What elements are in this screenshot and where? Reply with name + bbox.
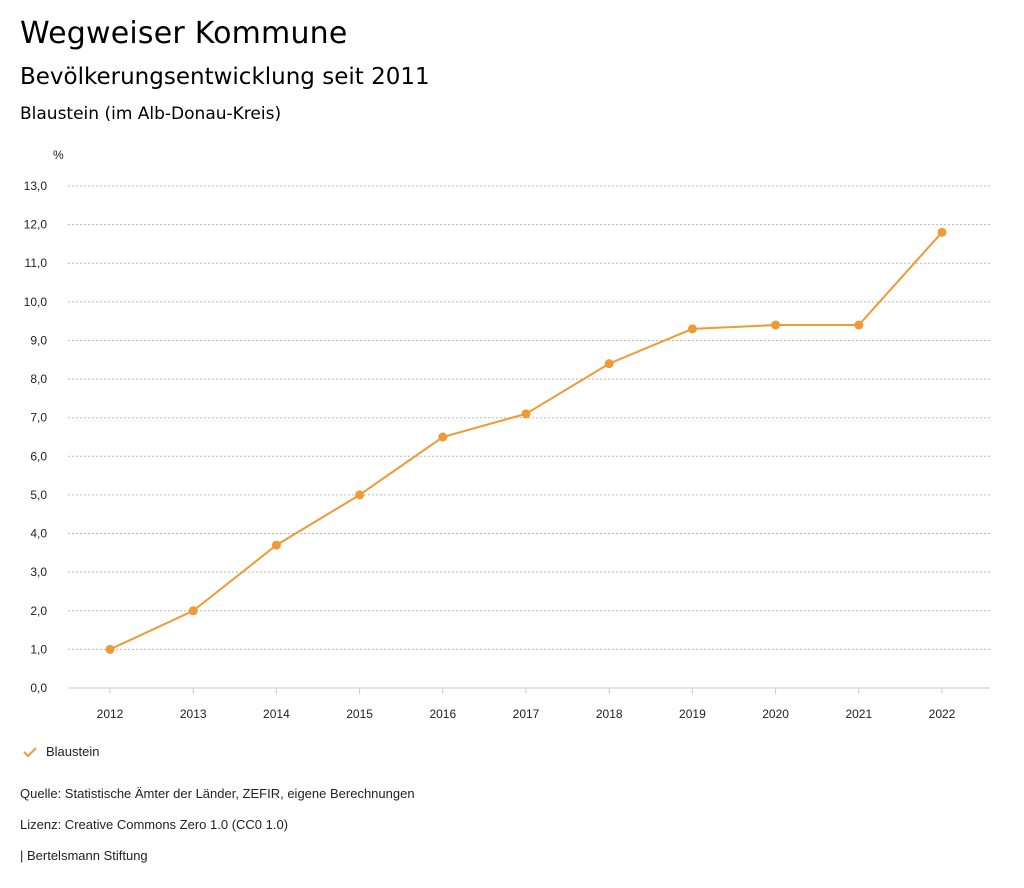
y-tick-label: 6,0	[30, 449, 47, 463]
data-point[interactable]	[105, 644, 115, 654]
y-tick-label: 11,0	[25, 256, 48, 270]
x-axis-ticks: 2012 2013 2014 2015 2016 2017 2018 2019 2020 2021…	[97, 688, 956, 721]
line-chart: 0,0 1,0 2,0 3,0 4,0 5,0 6,0 7,0 8,0 9,0 10,0 11,0 12…	[24, 148, 990, 721]
x-tick-label: 2015	[346, 707, 373, 721]
y-tick-label: 1,0	[30, 642, 47, 656]
x-tick-label: 2016	[429, 707, 456, 721]
y-tick-label: 8,0	[30, 372, 47, 386]
y-tick-label: 12,0	[24, 218, 48, 232]
y-tick-label: 10,0	[24, 295, 48, 309]
y-tick-label: 3,0	[30, 565, 47, 579]
x-tick-label: 2013	[180, 707, 207, 721]
y-tick-label: 0,0	[30, 681, 47, 695]
y-tick-label: 4,0	[30, 527, 47, 541]
y-tick-label: 7,0	[30, 411, 47, 425]
page-title: Wegweiser Kommune	[20, 16, 348, 51]
x-tick-label: 2017	[513, 707, 540, 721]
license-note: Lizenz: Creative Commons Zero 1.0 (CC0 1…	[20, 817, 289, 832]
gridlines	[68, 185, 990, 689]
checkmark-icon	[23, 746, 37, 757]
data-point[interactable]	[854, 320, 864, 330]
data-point[interactable]	[355, 490, 365, 500]
source-note: Quelle: Statistische Ämter der Länder, Z…	[20, 786, 415, 801]
x-tick-label: 2019	[679, 707, 706, 721]
series-blaustein	[105, 227, 947, 654]
x-tick-label: 2012	[97, 707, 124, 721]
y-axis-ticks: 0,0 1,0 2,0 3,0 4,0 5,0 6,0 7,0 8,0 9,0 10,0 11,0 12…	[24, 179, 48, 695]
chart-subtitle: Bevölkerungsentwicklung seit 2011	[20, 64, 430, 90]
y-axis-unit: %	[53, 148, 64, 162]
legend-item-blaustein[interactable]: Blaustein	[22, 744, 99, 759]
x-tick-label: 2018	[596, 707, 623, 721]
data-point[interactable]	[271, 540, 281, 550]
y-tick-label: 9,0	[30, 333, 47, 347]
x-tick-label: 2021	[845, 707, 872, 721]
legend-label: Blaustein	[46, 744, 100, 759]
data-point[interactable]	[188, 606, 198, 616]
series-line	[109, 231, 943, 651]
data-point[interactable]	[604, 359, 614, 369]
publisher-note: | Bertelsmann Stiftung	[20, 848, 148, 863]
data-point[interactable]	[521, 409, 531, 419]
region-label: Blaustein (im Alb-Donau-Kreis)	[20, 104, 282, 124]
data-point[interactable]	[438, 432, 448, 442]
x-tick-label: 2014	[263, 707, 290, 721]
y-tick-label: 13,0	[24, 179, 48, 193]
data-point[interactable]	[687, 324, 697, 334]
y-tick-label: 5,0	[30, 488, 47, 502]
data-point[interactable]	[937, 227, 947, 237]
data-point[interactable]	[771, 320, 781, 330]
x-tick-label: 2022	[929, 707, 956, 721]
x-tick-label: 2020	[762, 707, 789, 721]
y-tick-label: 2,0	[30, 604, 47, 618]
